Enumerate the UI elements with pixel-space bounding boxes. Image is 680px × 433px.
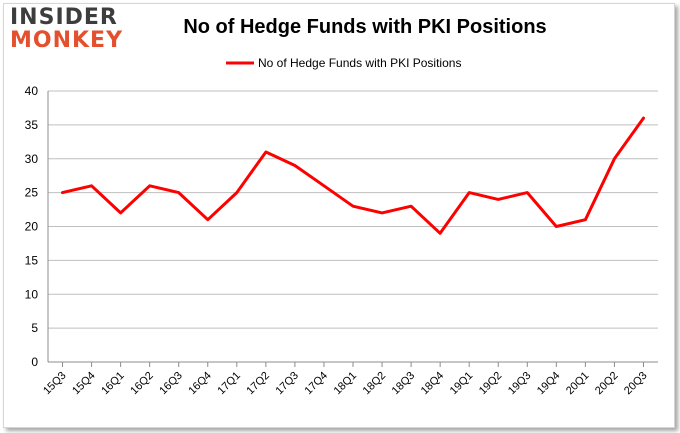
legend: No of Hedge Funds with PKI Positions bbox=[226, 56, 461, 70]
chart-frame bbox=[3, 3, 675, 428]
y-tick-label: 15 bbox=[25, 253, 39, 267]
y-tick-label: 10 bbox=[25, 287, 39, 301]
x-tick-label: 16Q2 bbox=[128, 370, 156, 398]
x-tick-label: 16Q4 bbox=[186, 370, 214, 398]
series-line bbox=[61, 116, 645, 235]
x-tick-label: 18Q2 bbox=[361, 370, 389, 398]
x-tick-label: 15Q3 bbox=[41, 370, 69, 398]
x-tick-label: 19Q2 bbox=[477, 370, 505, 398]
chart-title: No of Hedge Funds with PKI Positions bbox=[183, 16, 547, 38]
insider-monkey-logo: INSIDER MONKEY bbox=[10, 7, 123, 52]
x-tick-label: 17Q3 bbox=[274, 370, 302, 398]
logo-line-1: INSIDER bbox=[10, 5, 118, 30]
y-tick-label: 40 bbox=[25, 84, 39, 98]
x-tick-label: 17Q1 bbox=[215, 370, 243, 398]
y-tick-label: 5 bbox=[31, 321, 38, 335]
x-tick-label: 20Q1 bbox=[564, 370, 592, 398]
x-tick-label: 17Q4 bbox=[303, 370, 331, 398]
series-lines bbox=[61, 116, 645, 235]
y-tick-label: 0 bbox=[31, 355, 38, 369]
x-tick-label: 18Q4 bbox=[419, 370, 447, 398]
y-tick-label: 25 bbox=[25, 186, 39, 200]
x-tick-label: 20Q2 bbox=[593, 370, 621, 398]
x-tick-label: 17Q2 bbox=[244, 370, 272, 398]
gridlines bbox=[48, 90, 658, 329]
y-tick-label: 20 bbox=[25, 220, 39, 234]
x-tick-label: 19Q3 bbox=[506, 370, 534, 398]
x-tick-label: 16Q1 bbox=[99, 370, 127, 398]
axes bbox=[47, 91, 658, 367]
x-tick-label: 19Q4 bbox=[535, 370, 563, 398]
x-tick-labels: 15Q3 15Q4 16Q1 16Q2 16Q3 16Q4 17Q1 17Q2 17Q3 17Q4… bbox=[41, 370, 649, 398]
y-tick-labels: 0 5 10 15 20 25 30 35 40 bbox=[25, 84, 39, 369]
y-tick-label: 30 bbox=[25, 152, 39, 166]
y-tick-label: 35 bbox=[25, 118, 39, 132]
legend-label: No of Hedge Funds with PKI Positions bbox=[258, 56, 461, 70]
x-tick-label: 20Q3 bbox=[622, 370, 650, 398]
x-tick-label: 18Q1 bbox=[332, 370, 360, 398]
logo-line-2: MONKEY bbox=[10, 28, 124, 53]
x-tick-label: 15Q4 bbox=[70, 370, 98, 398]
x-tick-label: 18Q3 bbox=[390, 370, 418, 398]
x-tick-label: 19Q1 bbox=[448, 370, 476, 398]
x-tick-label: 16Q3 bbox=[157, 370, 185, 398]
